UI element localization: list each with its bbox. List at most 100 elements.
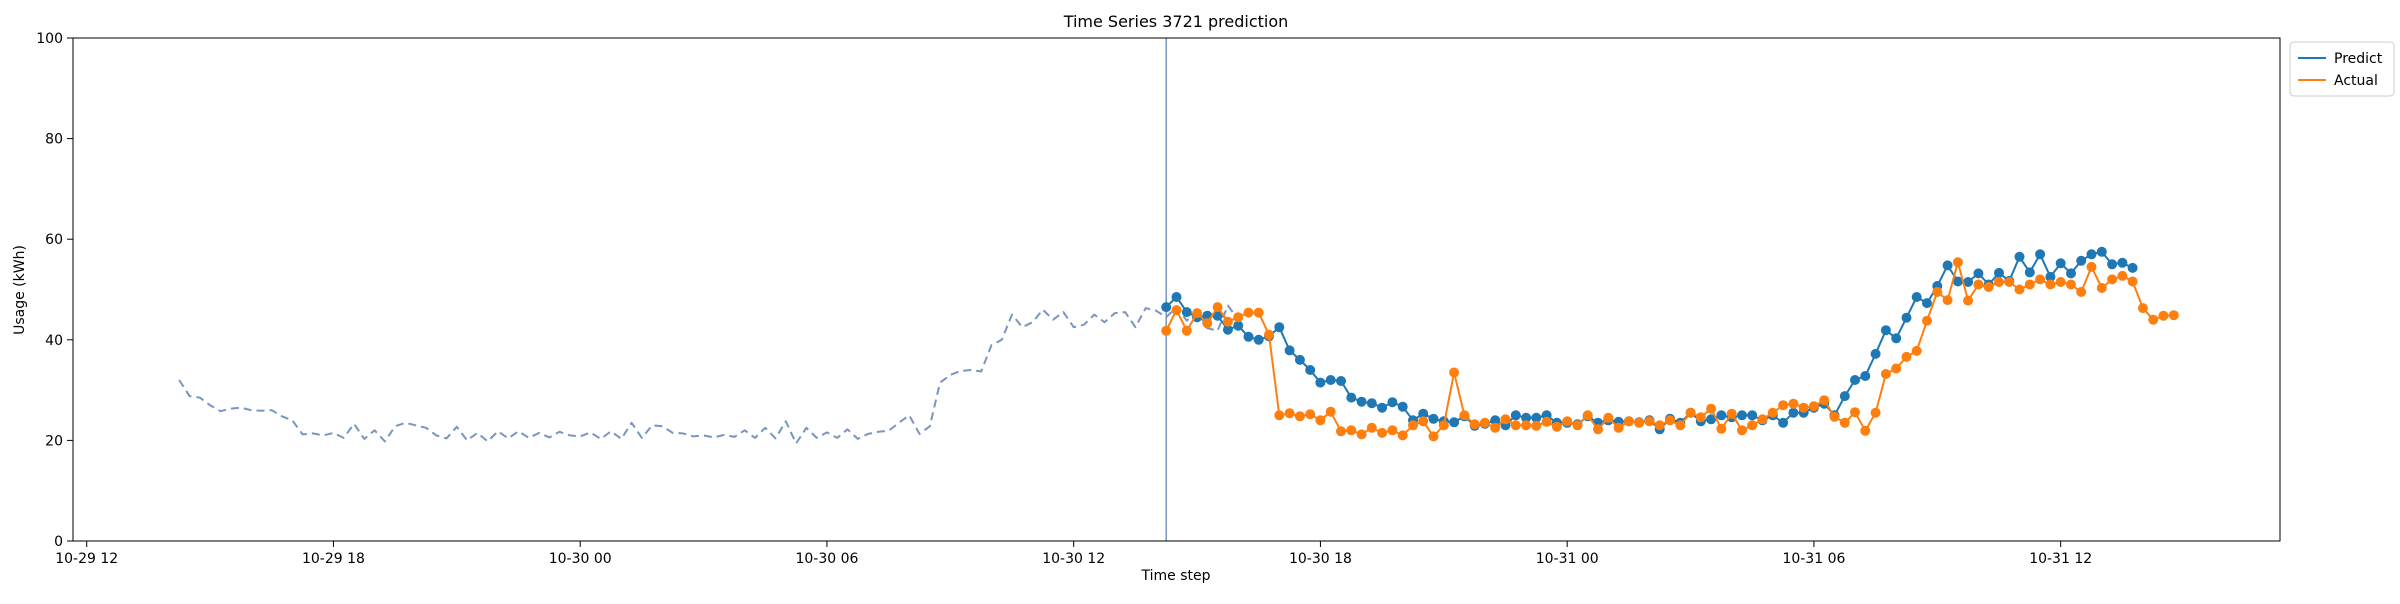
- data-point: [1880, 369, 1891, 379]
- data-point: [1490, 422, 1501, 433]
- x-tick-label: 10-29 12: [55, 551, 118, 567]
- data-point: [1994, 267, 2004, 278]
- data-point: [1922, 298, 1932, 309]
- data-point: [1366, 422, 1377, 433]
- data-point: [2086, 249, 2097, 260]
- data-point: [1665, 415, 1675, 426]
- data-point: [2117, 270, 2128, 281]
- data-point: [1706, 403, 1717, 414]
- data-point: [1685, 407, 1696, 418]
- legend-label: Predict: [2334, 51, 2383, 67]
- data-point: [1644, 416, 1655, 427]
- data-point: [1716, 423, 1727, 434]
- data-point: [1377, 402, 1388, 413]
- legend-label: Actual: [2334, 73, 2378, 89]
- data-point: [1737, 425, 1747, 436]
- data-point: [1366, 398, 1377, 409]
- data-point: [1510, 410, 1521, 421]
- legend-box: [2289, 41, 2395, 97]
- data-point: [1243, 307, 1254, 318]
- data-point: [1850, 407, 1860, 418]
- data-point: [2045, 271, 2056, 282]
- data-point: [1438, 420, 1449, 431]
- data-point: [1634, 417, 1645, 428]
- data-point: [1880, 325, 1891, 336]
- data-point: [1675, 420, 1686, 431]
- x-tick-label: 10-31 12: [2029, 551, 2092, 567]
- data-point: [1922, 315, 1932, 326]
- data-point: [1891, 333, 1902, 344]
- data-point: [2035, 274, 2046, 285]
- data-point: [1500, 414, 1511, 425]
- data-point: [2076, 287, 2087, 297]
- data-point: [1233, 320, 1244, 331]
- data-point: [1870, 348, 1881, 359]
- axes: 0 20 40 60 80 100 10-29 12 10-29 18 10-30 00 10-3…: [36, 31, 2281, 567]
- data-point: [1778, 400, 1789, 411]
- data-point: [1305, 409, 1316, 420]
- data-point: [1387, 425, 1398, 436]
- data-point: [1531, 420, 1542, 431]
- data-point: [1716, 410, 1727, 421]
- data-point: [2117, 257, 2128, 268]
- data-point: [1336, 426, 1346, 437]
- data-point: [2127, 262, 2138, 273]
- data-point: [2086, 261, 2097, 272]
- x-tick-label: 10-31 06: [1782, 551, 1845, 567]
- x-tick-label: 10-30 18: [1289, 551, 1352, 567]
- data-point: [1418, 416, 1429, 427]
- data-point: [1490, 415, 1501, 426]
- data-point: [2045, 279, 2056, 290]
- data-point: [1428, 431, 1439, 442]
- data-point: [1582, 410, 1593, 421]
- data-point: [1253, 334, 1264, 345]
- data-point: [1973, 268, 1984, 279]
- series-line: [1165, 250, 2134, 431]
- data-point: [1726, 408, 1737, 419]
- data-point: [1222, 324, 1233, 335]
- data-point: [1623, 416, 1634, 427]
- data-point: [1305, 365, 1316, 375]
- x-tick-label: 10-30 06: [795, 551, 858, 567]
- data-point: [1901, 351, 1912, 362]
- data-point: [1531, 412, 1542, 423]
- data-point: [1418, 408, 1429, 419]
- chart-title: Time Series 3721 prediction: [1063, 12, 1289, 31]
- data-point: [2024, 267, 2035, 278]
- data-point: [1325, 406, 1336, 417]
- data-point: [1839, 391, 1850, 402]
- data-point: [1449, 417, 1460, 428]
- data-point: [1202, 318, 1213, 329]
- data-point: [2055, 258, 2066, 269]
- data-point: [1521, 420, 1532, 431]
- data-point: [2024, 279, 2035, 290]
- data-point: [1325, 375, 1336, 385]
- data-point: [1510, 420, 1521, 431]
- data-point: [1737, 410, 1747, 421]
- data-point: [1994, 277, 2004, 287]
- y-tick-label: 100: [36, 31, 63, 47]
- data-point: [2066, 268, 2076, 279]
- data-point: [1819, 395, 1830, 406]
- data-point: [2127, 276, 2138, 287]
- data-point: [1274, 322, 1285, 333]
- data-point: [1356, 396, 1367, 407]
- x-tick-label: 10-30 00: [549, 551, 612, 567]
- data-point: [1808, 401, 1819, 412]
- data-point: [1294, 411, 1305, 422]
- data-point: [1233, 312, 1244, 323]
- data-point: [1264, 329, 1274, 340]
- data-point: [1572, 420, 1583, 431]
- x-tick-label: 10-31 00: [1536, 551, 1599, 567]
- data-point: [1942, 260, 1953, 271]
- data-point: [1274, 410, 1285, 421]
- data-point: [1798, 402, 1809, 413]
- data-point: [1706, 414, 1717, 425]
- data-point: [1428, 413, 1439, 424]
- data-point: [1850, 375, 1860, 385]
- data-point: [2096, 246, 2107, 257]
- data-point: [1942, 295, 1953, 306]
- data-point: [1336, 376, 1346, 386]
- data-point: [2014, 251, 2025, 262]
